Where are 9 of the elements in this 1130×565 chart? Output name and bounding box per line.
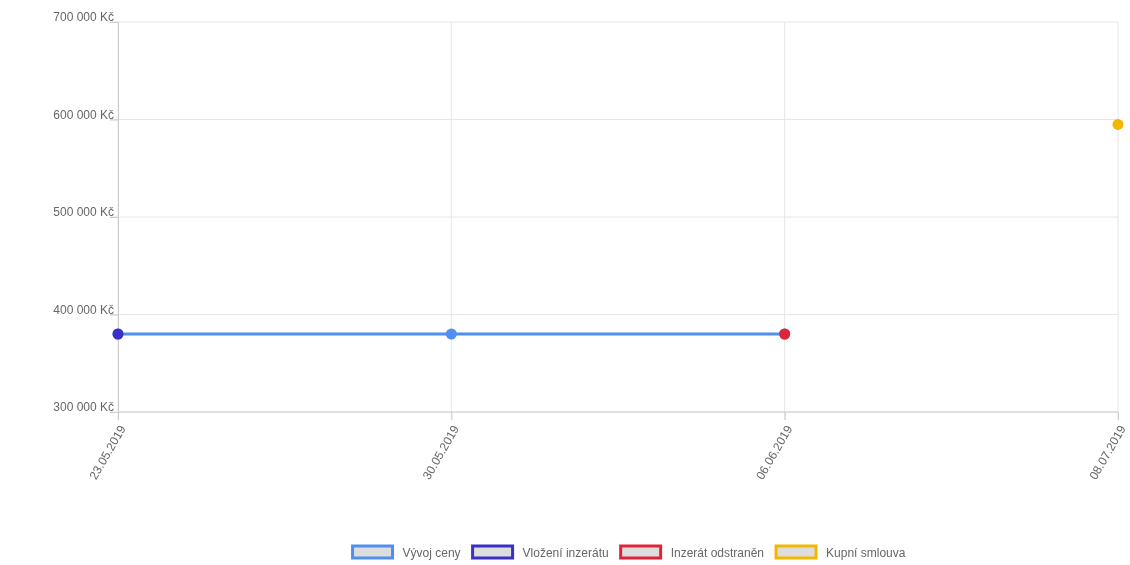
y-tick-label: 400 000 Kč [53, 302, 114, 317]
y-tick-label: 500 000 Kč [53, 205, 114, 220]
y-tick-label: 300 000 Kč [53, 400, 114, 415]
legend-label: Vložení inzerátu [522, 546, 609, 560]
y-tick-label: 700 000 Kč [53, 10, 114, 25]
y-tick-label: 600 000 Kč [53, 107, 114, 122]
legend-label: Kupní smlouva [826, 546, 906, 560]
legend-label: Vývoj ceny [402, 546, 461, 560]
legend-label: Inzerát odstraněn [670, 546, 765, 560]
